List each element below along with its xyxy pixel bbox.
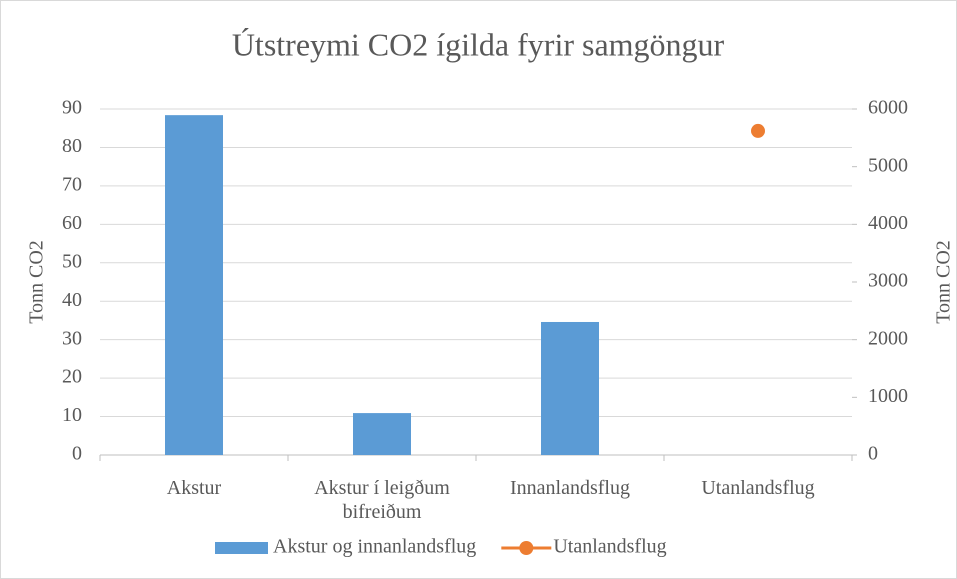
y2-tick-label: 5000	[868, 154, 908, 176]
bar	[353, 413, 411, 455]
x-tick-label: Akstur í leigðum bifreiðum	[314, 477, 450, 523]
y-tick-label: 0	[72, 443, 82, 465]
y2-tick-label: 0	[868, 443, 878, 465]
y2-tick-label: 1000	[868, 385, 908, 407]
x-tick-label: Akstur	[166, 477, 222, 499]
y-tick-label: 90	[62, 97, 82, 119]
y2-tick-label: 4000	[868, 212, 908, 234]
y-tick-label: 40	[62, 289, 82, 311]
legend-label: Akstur og innanlandsflug	[273, 536, 476, 558]
y2-tick-label: 2000	[868, 327, 908, 349]
y2-tick-label: 6000	[868, 97, 908, 119]
y2-axis-title: Tonn CO2	[933, 240, 955, 324]
point	[751, 123, 765, 138]
x-tick-label: Innanlandsflug	[510, 477, 630, 499]
y-tick-label: 30	[62, 327, 82, 349]
legend-swatch	[215, 542, 268, 554]
legend-label: Utanlandsflug	[553, 536, 666, 558]
y2-tick-label: 3000	[868, 270, 908, 292]
legend-swatch	[519, 541, 534, 555]
x-tick-label: Utanlandsflug	[701, 477, 815, 499]
y-tick-label: 50	[62, 250, 82, 272]
y-tick-label: 80	[62, 135, 82, 157]
y-tick-label: 60	[62, 212, 82, 234]
chart-title: Útstreymi CO2 ígilda fyrir samgöngur	[232, 26, 725, 62]
y-tick-label: 10	[62, 404, 82, 426]
y-tick-label: 20	[62, 366, 82, 388]
bar	[541, 321, 599, 455]
bar	[165, 115, 223, 455]
y-axis-title: Tonn CO2	[26, 240, 48, 324]
y-tick-label: 70	[62, 173, 82, 195]
